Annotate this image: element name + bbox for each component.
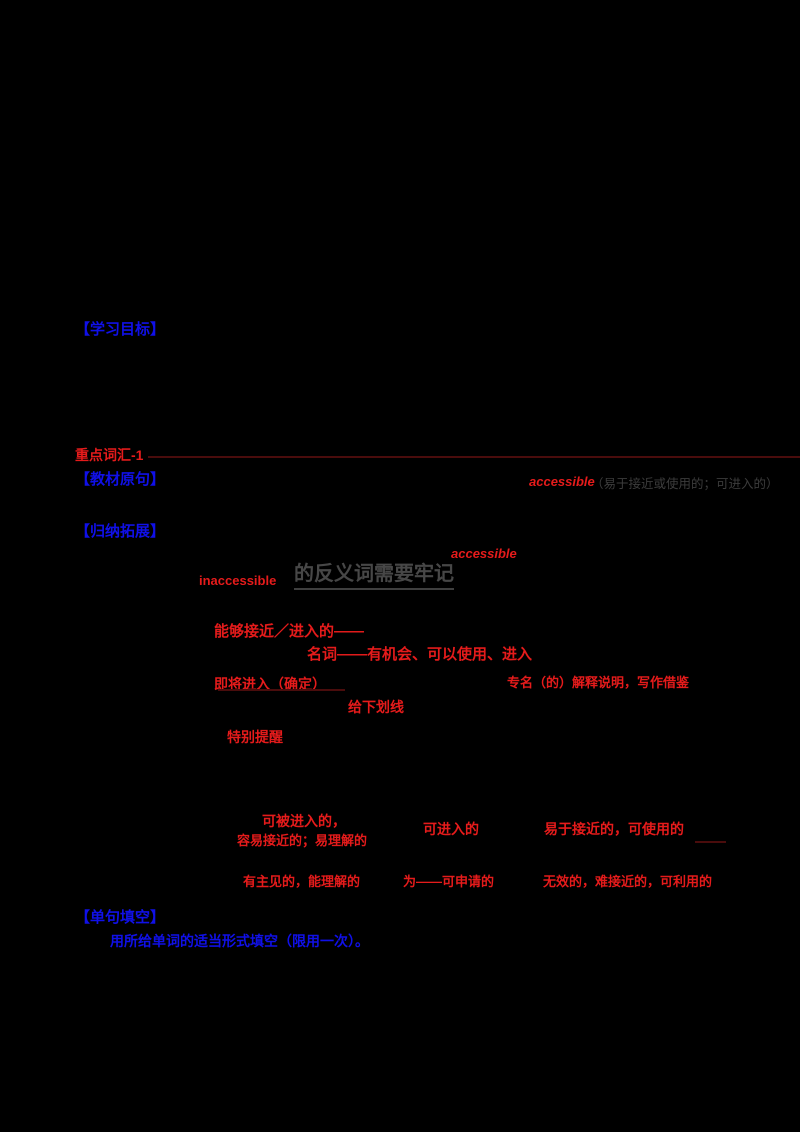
gloss-left-note: 即将进入（确定） <box>214 676 326 692</box>
section-heading-textbook-sentence: 【教材原句】 <box>75 471 166 488</box>
gloss-underline-rule <box>218 689 345 691</box>
unit-title: 重点词汇-1 <box>75 447 144 463</box>
meaning-item: 可进入的 <box>423 821 479 837</box>
section-heading-objectives: 【学习目标】 <box>75 321 166 338</box>
keyword-accessible: accessible <box>529 474 595 489</box>
gloss-adjective-meaning: 能够接近／进入的—— <box>214 623 365 640</box>
meaning-item: 有主见的，能理解的 <box>243 874 361 889</box>
gloss-right-note: 专名（的）解释说明，写作借鉴 <box>507 675 690 690</box>
meaning-short-rule <box>695 841 726 843</box>
meaning-item: 容易接近的；易理解的 <box>237 833 368 848</box>
meaning-item: 易于接近的，可使用的 <box>544 821 684 837</box>
meaning-item: 为——可申请的 <box>403 874 495 889</box>
expansion-word-adjective: accessible <box>451 546 517 561</box>
gloss-middle-note: 给下划线 <box>348 699 404 715</box>
section-heading-practice: 【单句填空】 <box>75 909 166 926</box>
meaning-item: 无效的，难接近的，可利用的 <box>543 874 713 889</box>
expansion-gray-note: 的反义词需要牢记 <box>294 563 454 590</box>
keyword-translation: （易于接近或使用的；可进入的） <box>591 477 779 491</box>
section-heading-expansion: 【归纳拓展】 <box>75 523 166 540</box>
meaning-item: 可被进入的， <box>262 813 346 829</box>
unit-title-rule <box>148 456 800 458</box>
expansion-tip-label: 特别提醒 <box>227 729 283 745</box>
practice-instruction: 用所给单词的适当形式填空（限用一次）。 <box>110 933 369 949</box>
gloss-noun-meaning: 名词——有机会、可以使用、进入 <box>307 646 533 663</box>
expansion-word-negative: inaccessible <box>199 573 277 588</box>
